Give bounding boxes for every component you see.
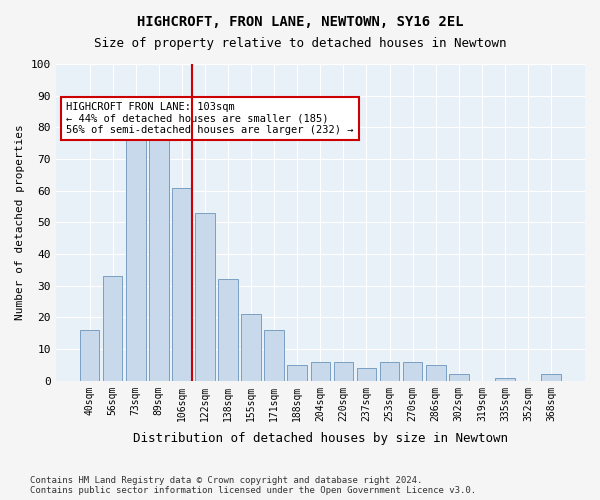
Bar bbox=[172, 188, 191, 381]
Bar bbox=[149, 134, 169, 381]
Bar bbox=[126, 137, 146, 381]
Bar bbox=[287, 365, 307, 381]
Bar bbox=[380, 362, 400, 381]
Text: HIGHCROFT FRON LANE: 103sqm
← 44% of detached houses are smaller (185)
56% of se: HIGHCROFT FRON LANE: 103sqm ← 44% of det… bbox=[66, 102, 354, 135]
X-axis label: Distribution of detached houses by size in Newtown: Distribution of detached houses by size … bbox=[133, 432, 508, 445]
Bar bbox=[449, 374, 469, 381]
Bar bbox=[426, 365, 446, 381]
Text: Size of property relative to detached houses in Newtown: Size of property relative to detached ho… bbox=[94, 38, 506, 51]
Y-axis label: Number of detached properties: Number of detached properties bbox=[15, 124, 25, 320]
Bar bbox=[311, 362, 330, 381]
Bar bbox=[334, 362, 353, 381]
Bar bbox=[195, 213, 215, 381]
Bar bbox=[265, 330, 284, 381]
Bar bbox=[103, 276, 122, 381]
Bar bbox=[241, 314, 261, 381]
Bar bbox=[403, 362, 422, 381]
Bar bbox=[356, 368, 376, 381]
Text: HIGHCROFT, FRON LANE, NEWTOWN, SY16 2EL: HIGHCROFT, FRON LANE, NEWTOWN, SY16 2EL bbox=[137, 15, 463, 29]
Bar bbox=[541, 374, 561, 381]
Bar bbox=[218, 280, 238, 381]
Bar bbox=[495, 378, 515, 381]
Bar bbox=[80, 330, 100, 381]
Text: Contains HM Land Registry data © Crown copyright and database right 2024.
Contai: Contains HM Land Registry data © Crown c… bbox=[30, 476, 476, 495]
